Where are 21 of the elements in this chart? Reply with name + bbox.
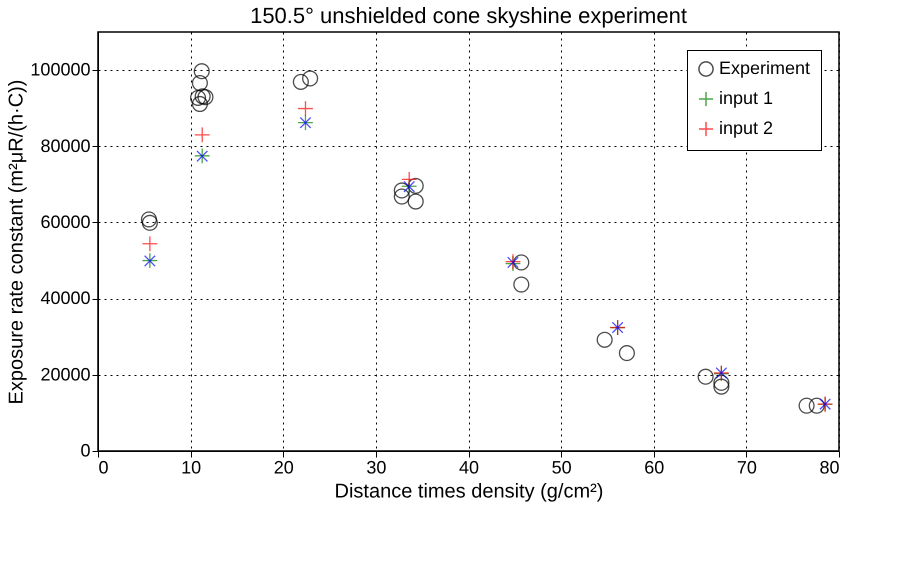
x-axis-title: Distance times density (g/cm²): [334, 480, 604, 502]
chart-title: 150.5° unshielded cone skyshine experiment: [250, 3, 687, 28]
x-tick-label: 70: [736, 458, 757, 478]
y-tick-label: 0: [80, 440, 90, 460]
y-axis-title: Exposure rate constant (m²μR/(h·C)): [5, 80, 28, 404]
x-tick-label: 0: [98, 458, 109, 478]
x-tick-label: 30: [366, 458, 386, 478]
y-tick-label: 20000: [40, 364, 90, 384]
x-tick-label: 10: [181, 458, 202, 478]
legend-label: input 1: [719, 88, 774, 108]
x-tick-label: 80: [819, 458, 840, 478]
y-tick-label: 60000: [40, 212, 90, 232]
x-tick-label: 40: [458, 458, 480, 478]
legend-label: input 2: [719, 118, 774, 138]
x-tick-label: 50: [552, 458, 572, 478]
x-tick-label: 60: [644, 458, 664, 478]
y-tick-label: 80000: [40, 136, 90, 156]
y-tick-label: 100000: [30, 60, 90, 80]
x-tick-label: 20: [274, 458, 294, 478]
y-tick-label: 40000: [40, 288, 90, 308]
legend-label: Experiment: [719, 58, 810, 78]
